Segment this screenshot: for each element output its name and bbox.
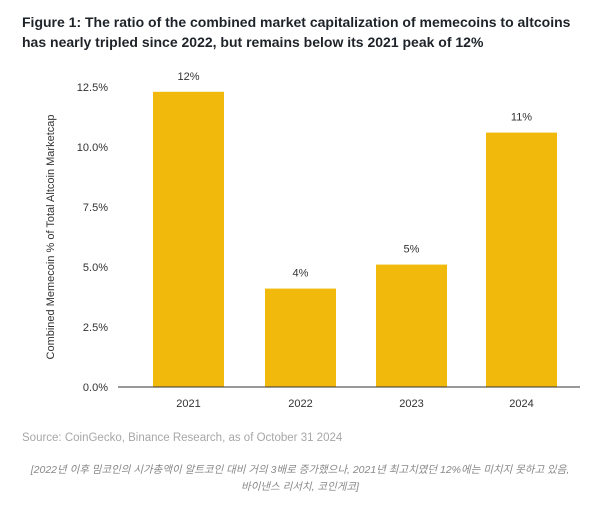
y-tick-label: 2.5% <box>83 322 108 334</box>
bar-2021 <box>153 91 224 388</box>
title-line-2: nearly tripled since 2022, but remains b… <box>50 34 484 50</box>
chart-title: Figure 1: The ratio of the combined mark… <box>22 12 582 52</box>
y-axis-label: Combined Memecoin % of Total Altcoin Mar… <box>45 115 57 360</box>
y-tick-label: 7.5% <box>83 202 108 214</box>
data-label: 12% <box>177 71 199 83</box>
x-tick-label: 2021 <box>176 398 200 410</box>
y-tick-label: 12.5% <box>77 82 108 94</box>
bar-2023 <box>376 264 447 387</box>
y-tick-label: 5.0% <box>83 262 108 274</box>
data-label: 11% <box>511 112 532 124</box>
caption-line-1: [2022년 이후 밈코인의 시가총액이 알트코인 대비 거의 3배로 증가했으… <box>30 464 570 476</box>
data-label: 5% <box>404 244 420 256</box>
y-tick-label: 10.0% <box>77 142 108 154</box>
title-line-1: Figure 1: The ratio of the combined mark… <box>22 14 571 50</box>
caption: [2022년 이후 밈코인의 시가총액이 알트코인 대비 거의 3배로 증가했으… <box>10 462 590 496</box>
y-tick-label: 0.0% <box>83 382 108 394</box>
source-note: Source: CoinGecko, Binance Research, as … <box>22 432 343 444</box>
x-tick-label: 2024 <box>509 398 533 410</box>
data-label: 4% <box>293 268 309 280</box>
x-tick-label: 2022 <box>288 398 312 410</box>
caption-line-2: 바이낸스 리서치, 코인게코] <box>241 481 359 493</box>
x-tick-label: 2023 <box>399 398 423 410</box>
bar-chart: 0.0% 2.5% 5.0% 7.5% 10.0% 12.5% Combined Memec… <box>45 71 580 410</box>
bar-2022 <box>265 288 336 387</box>
bar-2024 <box>486 132 557 387</box>
